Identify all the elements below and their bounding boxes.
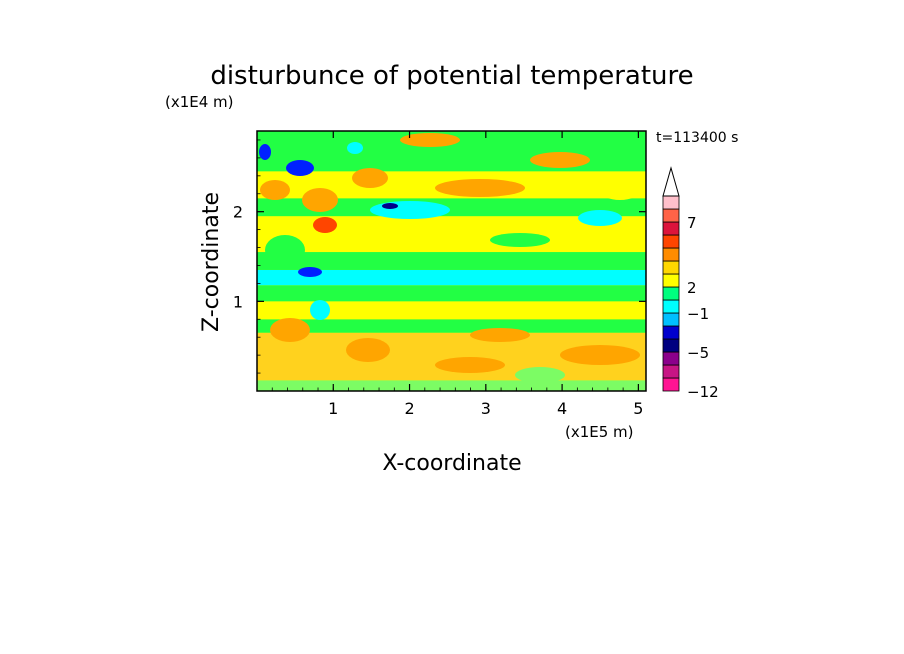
- colorbar-swatch: [662, 221, 680, 236]
- colorbar-swatch: [662, 273, 680, 288]
- colorbar-label: −12: [687, 383, 719, 401]
- chart-title: disturbunce of potential temperature: [210, 61, 693, 91]
- x-tick-label: 5: [633, 399, 643, 418]
- x-tick-label: 3: [481, 399, 491, 418]
- contour-blob-6: [302, 188, 338, 212]
- contour-blob-1: [435, 179, 525, 197]
- y-tick-label: 2: [233, 203, 243, 222]
- contour-blob-0: [352, 168, 388, 188]
- band-8: [257, 198, 646, 217]
- contour-blob-13: [259, 144, 271, 160]
- colorbar-label: −5: [687, 344, 709, 362]
- contour-blob-10: [470, 328, 530, 342]
- band-3: [257, 301, 646, 320]
- plot-frame: [256, 130, 647, 392]
- colorbar-label: −1: [687, 305, 709, 323]
- contour-blob-9: [435, 357, 505, 373]
- contour-blob-14: [382, 203, 398, 209]
- band-2: [257, 319, 646, 333]
- band-6: [257, 252, 646, 270]
- colorbar-swatch: [662, 299, 680, 314]
- contour-blob-2: [530, 152, 590, 168]
- band-0: [257, 380, 646, 391]
- x-tick-label: 1: [328, 399, 338, 418]
- colorbar-swatch: [662, 286, 680, 301]
- time-label: t=113400 s: [656, 130, 738, 146]
- y-axis-label: Z-coordinate: [199, 192, 224, 332]
- colorbar-swatch: [662, 351, 680, 366]
- contour-blob-21: [600, 180, 640, 200]
- colorbar-swatch: [662, 208, 680, 223]
- contour-blob-12: [286, 160, 314, 176]
- colorbar-swatch: [662, 247, 680, 262]
- band-5: [257, 269, 646, 286]
- y-axis: 12: [233, 139, 646, 374]
- colorbar-swatch: [662, 325, 680, 340]
- contour-blob-20: [400, 133, 460, 147]
- colorbar-swatch: [662, 312, 680, 327]
- colorbar-swatch: [662, 338, 680, 353]
- contour-blob-19: [515, 367, 565, 383]
- x-axis: 1 2 3 4 5: [271, 131, 643, 418]
- colorbar-swatch: [662, 260, 680, 275]
- contour-blob-18: [270, 318, 310, 342]
- contour-blob-22: [260, 180, 290, 200]
- colorbar-extend-arrow: [662, 166, 680, 197]
- contour-blob-5: [490, 233, 550, 247]
- colorbar: 7 2 −1 −5 −12: [662, 166, 719, 401]
- contour-blob-17: [310, 300, 330, 320]
- colorbar-swatch: [662, 377, 680, 392]
- contour-blob-16: [347, 142, 363, 154]
- colorbar-label: 7: [687, 214, 697, 232]
- y-unit-label: (x1E4 m): [165, 93, 234, 111]
- contour-blob-15: [298, 267, 322, 277]
- contour-blob-7: [346, 338, 390, 362]
- colorbar-swatch: [662, 195, 680, 210]
- contour-blob-11: [265, 235, 305, 265]
- contour-blob-4: [370, 201, 450, 219]
- x-tick-label: 4: [557, 399, 567, 418]
- y-tick-label: 1: [233, 292, 243, 311]
- contour-blob-8: [560, 345, 640, 365]
- x-tick-label: 2: [404, 399, 414, 418]
- contour-field: [257, 131, 646, 391]
- x-axis-label: X-coordinate: [382, 451, 521, 476]
- band-4: [257, 285, 646, 302]
- contour-blob-3: [578, 210, 622, 226]
- colorbar-swatch: [662, 364, 680, 379]
- colorbar-swatch: [662, 234, 680, 249]
- colorbar-label: 2: [687, 279, 697, 297]
- x-unit-label: (x1E5 m): [565, 423, 634, 441]
- contour-blob-23: [313, 217, 337, 233]
